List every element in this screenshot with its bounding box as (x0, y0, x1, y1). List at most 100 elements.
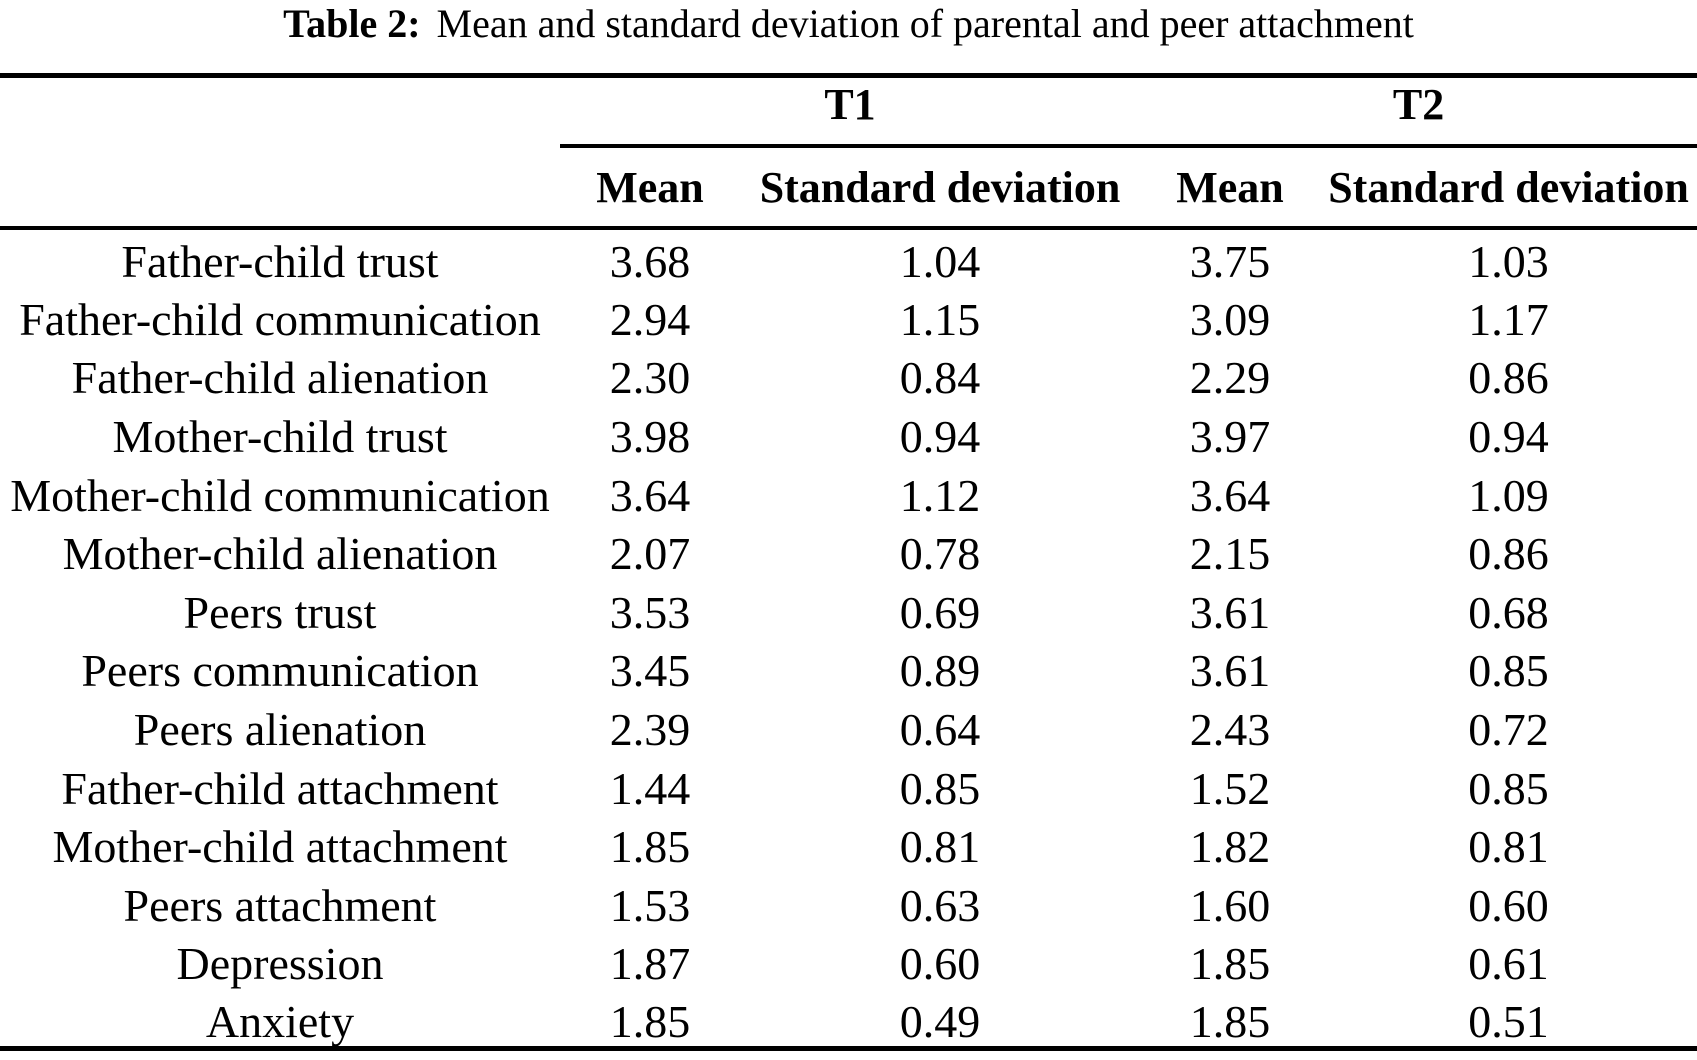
t2-sd-value: 0.51 (1320, 989, 1697, 1051)
table-row: Peers attachment 1.53 0.63 1.60 0.60 (0, 873, 1697, 932)
t1-sd-value: 0.84 (899, 352, 981, 404)
t2-sd-value: 0.68 (1468, 586, 1549, 638)
table-row: Mother-child communication 3.64 1.12 3.64 1.… (0, 462, 1697, 521)
t2-mean-value: 1.85 (1140, 989, 1321, 1051)
row-label: Depression (176, 938, 384, 990)
t2-mean-value: 3.61 (1189, 645, 1271, 697)
t1-sd-value: 0.49 (740, 989, 1141, 1051)
table-row: Mother-child alienation 2.07 0.78 2.15 0.86 (0, 521, 1697, 580)
table-caption: Table 2: Mean and standard deviation of p… (0, 0, 1697, 73)
t2-mean-value: 3.09 (1189, 293, 1271, 345)
row-label: Peers alienation (133, 704, 427, 756)
table-row: Father-child alienation 2.30 0.84 2.29 0.86 (0, 345, 1697, 404)
row-label: Mother-child attachment (52, 821, 508, 873)
t2-mean-value: 2.15 (1189, 528, 1271, 580)
t1-mean-value: 1.85 (609, 821, 691, 873)
column-header-t1-sd: Standard deviation (740, 148, 1141, 230)
table-row: Peers communication 3.45 0.89 3.61 0.85 (0, 638, 1697, 697)
row-label: Mother-child alienation (62, 528, 498, 580)
t2-mean-value: 1.82 (1189, 821, 1271, 873)
table-header: T1 T2 Mean Standard deviation Mean Stand… (0, 76, 1697, 230)
t2-mean-value: 1.52 (1189, 762, 1271, 814)
t2-sd-value: 0.60 (1468, 879, 1549, 931)
t2-mean-value: 3.61 (1189, 586, 1271, 638)
t2-sd-value: 0.85 (1468, 645, 1549, 697)
t1-sd-value: 0.63 (899, 879, 981, 931)
t2-mean-value: 1.60 (1189, 879, 1271, 931)
t1-sd-value: 1.04 (899, 236, 981, 288)
t1-sd-value: 0.94 (899, 411, 981, 463)
t2-sd-value: 0.94 (1468, 411, 1549, 463)
table-row: Anxiety 1.85 0.49 1.85 0.51 (0, 989, 1697, 1051)
t1-mean-value: 1.44 (609, 762, 691, 814)
t1-sd-value: 0.64 (899, 704, 981, 756)
t2-mean-value: 2.43 (1189, 704, 1271, 756)
table-row: Father-child attachment 1.44 0.85 1.52 0.85 (0, 755, 1697, 814)
row-label: Father-child trust (121, 236, 439, 288)
table-caption-label: Table 2: (283, 1, 421, 46)
t2-sd-value: 0.81 (1468, 821, 1549, 873)
table-row: Father-child trust 3.68 1.04 3.75 1.03 (0, 228, 1697, 287)
stub-cell (0, 76, 560, 149)
t1-mean-value: 2.94 (609, 293, 691, 345)
t1-sd-value: 0.81 (899, 821, 981, 873)
table-row: Peers trust 3.53 0.69 3.61 0.68 (0, 580, 1697, 639)
column-header-t2-sd: Standard deviation (1320, 148, 1697, 230)
table-row: Peers alienation 2.39 0.64 2.43 0.72 (0, 697, 1697, 756)
t1-sd-value: 0.89 (899, 645, 981, 697)
group-header-row: T1 T2 (0, 76, 1697, 149)
t2-mean-value: 3.75 (1189, 236, 1271, 288)
t1-sd-value: 0.60 (899, 938, 981, 990)
group-header-t1-label: T1 (560, 80, 1141, 148)
group-header-t2-label: T2 (1140, 80, 1697, 148)
t1-mean-value: 3.98 (609, 411, 691, 463)
t1-sd-value: 1.15 (899, 293, 981, 345)
column-header-t2-mean: Mean (1140, 148, 1321, 230)
t1-mean-value: 1.85 (560, 989, 740, 1051)
t1-sd-value: 0.85 (899, 762, 981, 814)
t1-mean-value: 2.30 (609, 352, 691, 404)
t2-sd-value: 1.09 (1468, 469, 1549, 521)
row-label: Mother-child communication (10, 469, 550, 521)
t2-sd-value: 0.61 (1468, 938, 1549, 990)
row-label: Father-child communication (19, 293, 541, 345)
table-row: Mother-child attachment 1.85 0.81 1.82 0.81 (0, 814, 1697, 873)
table-row: Depression 1.87 0.60 1.85 0.61 (0, 931, 1697, 990)
column-header-t1-mean: Mean (560, 148, 740, 230)
t1-mean-value: 2.07 (609, 528, 691, 580)
row-label: Father-child alienation (71, 352, 489, 404)
group-header-t2: T2 (1140, 76, 1697, 148)
row-label: Peers communication (81, 645, 479, 697)
t1-mean-value: 3.68 (609, 236, 691, 288)
row-label: Peers trust (183, 586, 377, 638)
t2-mean-value: 2.29 (1189, 352, 1271, 404)
t1-mean-value: 2.39 (609, 704, 691, 756)
t1-sd-value: 0.69 (899, 586, 981, 638)
row-label: Mother-child trust (112, 411, 448, 463)
t2-mean-value: 3.64 (1189, 469, 1271, 521)
table-row: Father-child communication 2.94 1.15 3.09 1.… (0, 287, 1697, 346)
t1-mean-value: 3.45 (609, 645, 691, 697)
t2-sd-value: 1.03 (1468, 236, 1549, 288)
t2-mean-value: 1.85 (1189, 938, 1271, 990)
column-header-row: Mean Standard deviation Mean Standard de… (0, 148, 1697, 230)
t2-sd-value: 0.72 (1468, 704, 1549, 756)
group-header-t1: T1 (560, 76, 1141, 148)
t2-sd-value: 0.85 (1468, 762, 1549, 814)
t1-sd-value: 1.12 (899, 469, 981, 521)
t2-sd-value: 0.86 (1468, 528, 1549, 580)
t2-sd-value: 0.86 (1468, 352, 1549, 404)
attachment-stats-table: T1 T2 Mean Standard deviation Mean Stand… (0, 73, 1697, 1051)
table-caption-text: Mean and standard deviation of parental … (436, 1, 1414, 46)
t1-sd-value: 0.78 (899, 528, 981, 580)
t1-mean-value: 3.64 (609, 469, 691, 521)
table-body: Father-child trust 3.68 1.04 3.75 1.03 Father… (0, 228, 1697, 1051)
t1-mean-value: 1.87 (609, 938, 691, 990)
t2-sd-value: 1.17 (1468, 293, 1549, 345)
row-label: Peers attachment (123, 879, 437, 931)
t2-mean-value: 3.97 (1189, 411, 1271, 463)
row-label: Father-child attachment (61, 762, 499, 814)
stub-cell (0, 148, 560, 230)
table-row: Mother-child trust 3.98 0.94 3.97 0.94 (0, 404, 1697, 463)
